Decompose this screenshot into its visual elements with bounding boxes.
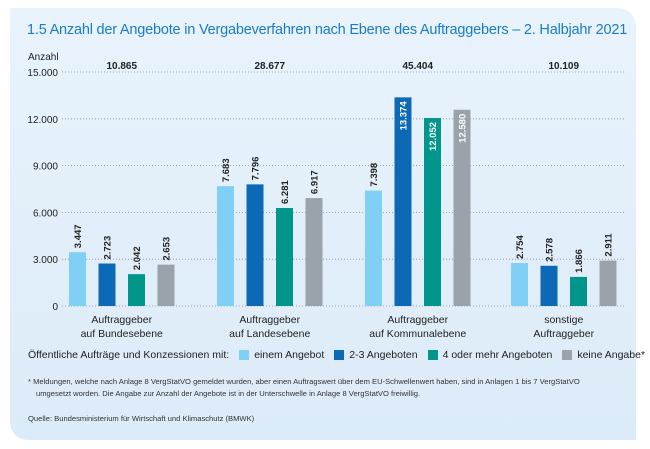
category-label: auf Bundesebene (81, 328, 163, 340)
bar (157, 264, 175, 306)
bar (540, 265, 558, 306)
data-label: 12.580 (458, 114, 469, 143)
data-label: 13.374 (399, 101, 410, 131)
y-tick-label: 12.000 (27, 115, 58, 126)
category-label: Auftraggeber (387, 314, 448, 326)
chart-panel (10, 8, 636, 440)
legend-swatch (239, 350, 250, 360)
data-label: 2.578 (545, 238, 556, 262)
bar (511, 263, 528, 306)
category-label: Auftraggeber (533, 328, 594, 340)
data-label: 7.796 (251, 157, 262, 181)
legend-label: 2-3 Angeboten (349, 349, 418, 361)
legend-swatch (427, 350, 438, 360)
category-label: Auftraggeber (91, 314, 152, 326)
source-note: Quelle: Bundesministerium für Wirtschaft… (28, 414, 255, 423)
bar (276, 208, 293, 306)
data-label: 6.281 (280, 180, 291, 204)
legend: Öffentliche Aufträge und Konzessionen mi… (28, 349, 645, 361)
bar (453, 109, 471, 306)
category-label: auf Landesebene (229, 328, 310, 340)
y-tick-label: 3.000 (33, 255, 58, 266)
y-axis-label: Anzahl (28, 52, 59, 63)
y-tick-label: 9.000 (33, 162, 58, 173)
bar (424, 117, 441, 306)
footnote-line: * Meldungen, welche nach Anlage 8 VergSt… (28, 377, 580, 386)
y-tick-label: 15.000 (27, 68, 58, 79)
group-total: 28.677 (254, 61, 285, 72)
data-label: 7.398 (369, 163, 380, 187)
data-label: 2.754 (515, 235, 526, 259)
y-tick-label: 6.000 (33, 208, 58, 219)
category-label: Auftraggeber (239, 314, 300, 326)
data-label: 2.042 (132, 246, 143, 270)
legend-title: Öffentliche Aufträge und Konzessionen mi… (28, 349, 230, 361)
bar (246, 184, 264, 306)
bar (69, 252, 86, 306)
bar (305, 198, 323, 306)
category-label: auf Kommunalebene (369, 328, 466, 340)
data-label: 1.866 (574, 249, 585, 273)
bar (394, 97, 412, 306)
data-label: 2.911 (604, 233, 615, 257)
group-total: 10.109 (548, 61, 579, 72)
data-label: 2.723 (103, 236, 114, 260)
bar (365, 190, 382, 306)
data-label: 2.653 (162, 237, 173, 261)
footnote-line: umgesetzt worden. Die Angabe zur Anzahl … (36, 389, 421, 398)
legend-swatch (334, 350, 345, 360)
legend-swatch (562, 350, 573, 360)
group-total: 45.404 (402, 61, 433, 72)
chart-title: 1.5 Anzahl der Angebote in Vergabeverfah… (27, 22, 628, 38)
legend-label: 4 oder mehr Angeboten (442, 349, 553, 361)
y-tick-label: 0 (52, 302, 58, 313)
data-label: 7.683 (221, 158, 232, 182)
bar (128, 274, 145, 306)
legend-label: einem Angebot (254, 349, 325, 361)
group-total: 10.865 (106, 61, 137, 72)
category-label: sonstige (544, 314, 583, 326)
bar (599, 260, 617, 306)
legend-label: keine Angabe* (577, 349, 646, 361)
data-label: 12.052 (428, 122, 439, 151)
bar (570, 276, 587, 306)
footnote: * Meldungen, welche nach Anlage 8 VergSt… (28, 376, 628, 400)
bar (98, 263, 116, 306)
data-label: 6.917 (310, 170, 321, 194)
data-label: 3.447 (73, 224, 84, 248)
bar (217, 186, 234, 306)
